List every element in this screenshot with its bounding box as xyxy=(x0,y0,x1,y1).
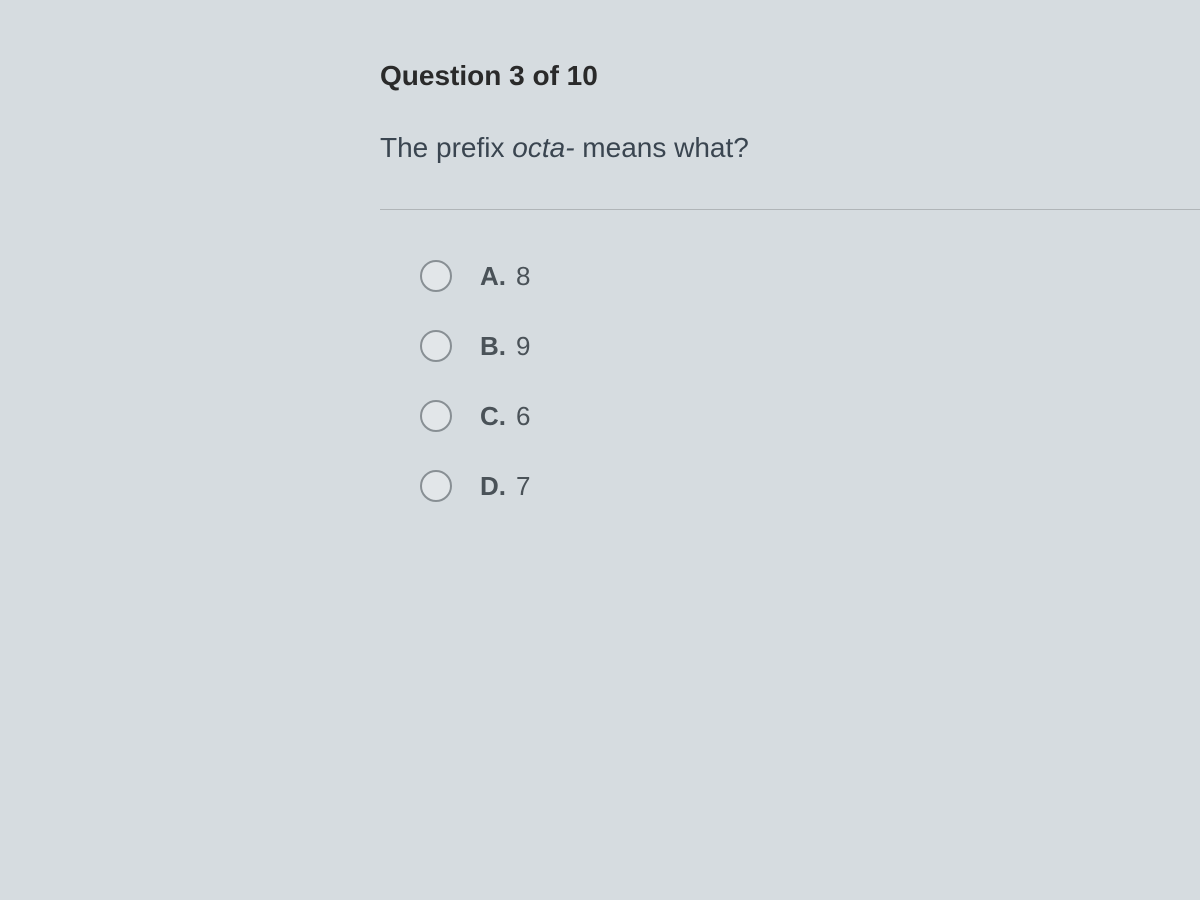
option-c[interactable]: C. 6 xyxy=(420,400,1200,432)
option-letter: D. xyxy=(480,471,506,501)
question-divider xyxy=(380,209,1200,210)
option-b[interactable]: B. 9 xyxy=(420,330,1200,362)
question-prompt: The prefix octa- means what? xyxy=(380,132,1200,164)
option-letter: C. xyxy=(480,401,506,431)
prompt-prefix: The prefix xyxy=(380,132,512,163)
option-label: D. 7 xyxy=(480,471,530,502)
option-value: 7 xyxy=(516,471,530,501)
option-a[interactable]: A. 8 xyxy=(420,260,1200,292)
option-letter: B. xyxy=(480,331,506,361)
radio-icon[interactable] xyxy=(420,330,452,362)
options-list: A. 8 B. 9 C. 6 D. 7 xyxy=(380,260,1200,502)
radio-icon[interactable] xyxy=(420,260,452,292)
prompt-italic-term: octa- xyxy=(512,132,574,163)
option-d[interactable]: D. 7 xyxy=(420,470,1200,502)
option-value: 6 xyxy=(516,401,530,431)
radio-icon[interactable] xyxy=(420,470,452,502)
option-label: C. 6 xyxy=(480,401,530,432)
question-counter: Question 3 of 10 xyxy=(380,60,1200,92)
option-label: B. 9 xyxy=(480,331,530,362)
radio-icon[interactable] xyxy=(420,400,452,432)
option-label: A. 8 xyxy=(480,261,530,292)
prompt-suffix: means what? xyxy=(575,132,749,163)
option-value: 8 xyxy=(516,261,530,291)
option-value: 9 xyxy=(516,331,530,361)
option-letter: A. xyxy=(480,261,506,291)
